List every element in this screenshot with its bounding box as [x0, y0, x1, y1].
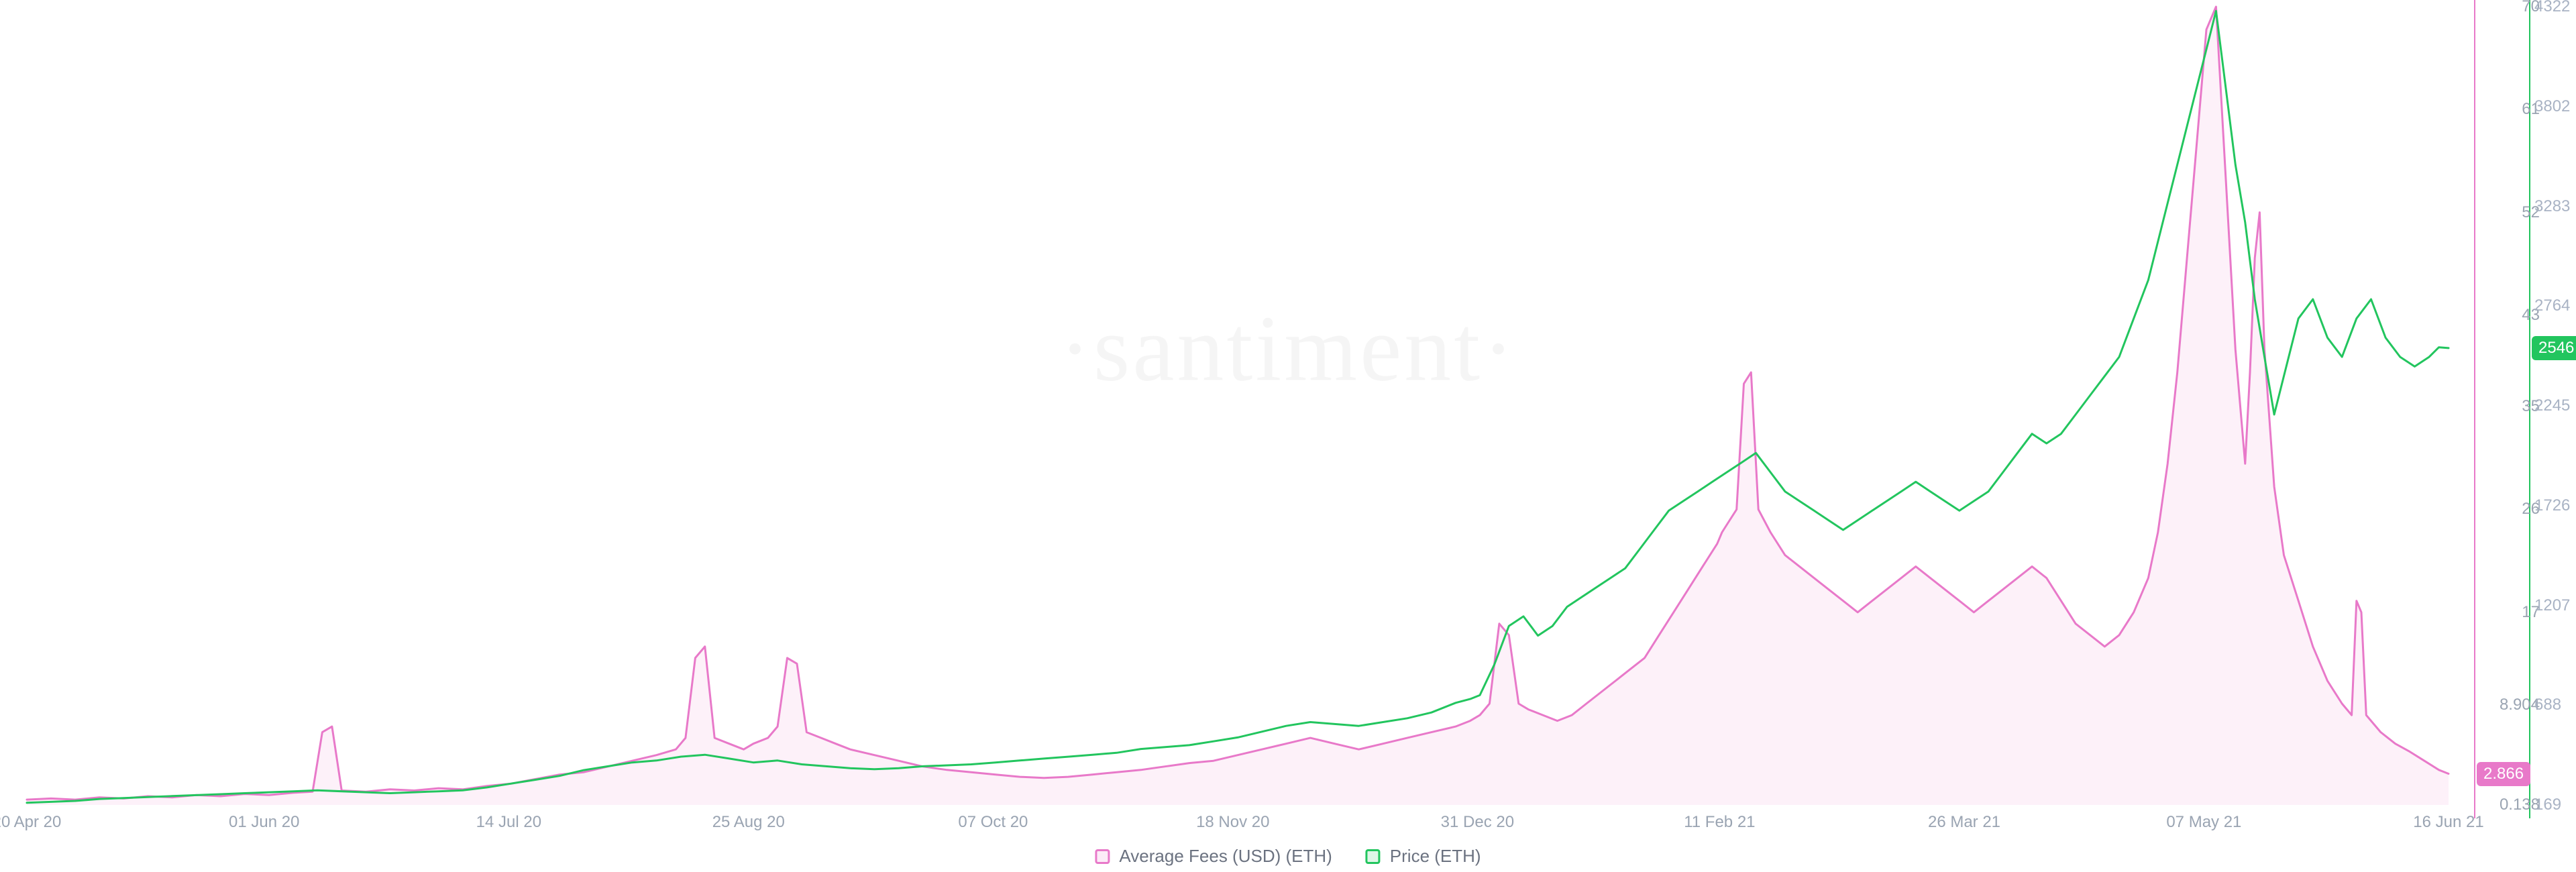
x-tick-label: 20 Apr 20 [0, 813, 61, 832]
y2-tick-label: 3802 [2534, 97, 2576, 116]
y1-tick-label: 52 [2479, 203, 2540, 222]
x-tick-label: 26 Mar 21 [1928, 813, 2000, 832]
x-tick-label: 18 Nov 20 [1196, 813, 1269, 832]
x-tick-label: 07 May 21 [2166, 813, 2241, 832]
y1-tick-label: 61 [2479, 100, 2540, 119]
chart-svg [0, 0, 2576, 872]
y1-axis-line [2474, 0, 2475, 818]
y2-tick-label: 2764 [2534, 296, 2576, 315]
y2-tick-label: 1726 [2534, 496, 2576, 515]
y1-tick-label: 17 [2479, 603, 2540, 622]
x-tick-label: 31 Dec 20 [1441, 813, 1514, 832]
y2-current-marker: 2546 [2532, 336, 2576, 360]
legend-label: Price (ETH) [1390, 846, 1481, 867]
chart-container: ·santiment· 20 Apr 2001 Jun 2014 Jul 202… [0, 0, 2576, 872]
x-tick-label: 07 Oct 20 [958, 813, 1028, 832]
legend-swatch [1366, 849, 1381, 864]
y2-tick-label: 169 [2534, 796, 2576, 814]
y1-tick-label: 35 [2479, 397, 2540, 416]
y1-current-marker: 2.866 [2477, 762, 2530, 786]
y2-tick-label: 2245 [2534, 396, 2576, 415]
legend-item[interactable]: Price (ETH) [1366, 846, 1481, 867]
y2-tick-label: 688 [2534, 696, 2576, 714]
y2-tick-label: 4322 [2534, 0, 2576, 16]
y1-tick-label: 0.138 [2479, 796, 2540, 814]
y1-tick-label: 26 [2479, 500, 2540, 519]
y2-tick-label: 3283 [2534, 197, 2576, 216]
legend-swatch [1095, 849, 1110, 864]
x-tick-label: 11 Feb 21 [1684, 813, 1755, 832]
y1-tick-label: 8.904 [2479, 696, 2540, 714]
y2-tick-label: 1207 [2534, 596, 2576, 615]
x-tick-label: 14 Jul 20 [476, 813, 541, 832]
y1-tick-label: 43 [2479, 306, 2540, 325]
legend: Average Fees (USD) (ETH) Price (ETH) [1095, 846, 1481, 867]
y1-tick-label: 70 [2479, 0, 2540, 16]
x-tick-label: 25 Aug 20 [712, 813, 785, 832]
legend-label: Average Fees (USD) (ETH) [1119, 846, 1332, 867]
x-tick-label: 01 Jun 20 [229, 813, 299, 832]
x-tick-label: 16 Jun 21 [2413, 813, 2483, 832]
legend-item[interactable]: Average Fees (USD) (ETH) [1095, 846, 1332, 867]
fees-area [27, 7, 2449, 805]
